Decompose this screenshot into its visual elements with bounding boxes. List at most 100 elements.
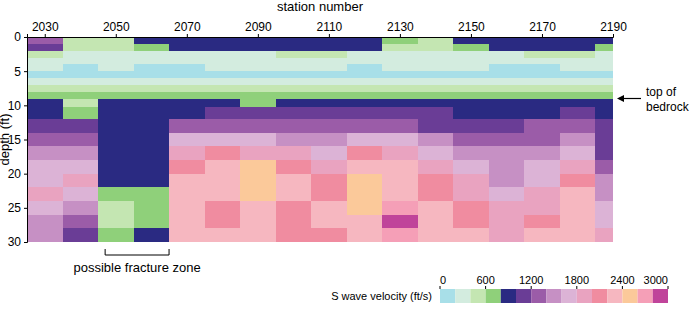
heatmap-cell xyxy=(382,201,418,215)
heatmap-cell xyxy=(595,119,613,133)
heatmap-cell xyxy=(489,37,525,44)
heatmap-cell xyxy=(134,78,170,85)
x-tick-mark xyxy=(471,34,472,37)
heatmap-cell xyxy=(205,228,241,242)
heatmap-cell xyxy=(134,228,170,242)
heatmap-cell xyxy=(524,44,560,51)
heatmap-cell xyxy=(382,44,418,51)
heatmap-cell xyxy=(382,85,418,92)
annotation-arrowhead xyxy=(617,95,624,102)
heatmap-cell xyxy=(205,187,241,201)
heatmap-cell xyxy=(382,64,418,71)
heatmap-cell xyxy=(524,107,560,119)
heatmap-cell xyxy=(98,228,134,242)
heatmap-cell xyxy=(63,228,99,242)
heatmap-cell xyxy=(418,58,454,65)
heatmap-cell xyxy=(418,51,454,58)
heatmap-cell xyxy=(134,58,170,65)
heatmap-cell xyxy=(418,107,454,119)
heatmap-cell xyxy=(524,160,560,174)
colorbar-tick xyxy=(576,286,577,289)
heatmap-cell xyxy=(63,174,99,188)
colorbar-box xyxy=(562,289,577,303)
colorbar-box xyxy=(455,289,470,303)
heatmap-cell xyxy=(276,58,312,65)
heatmap-cell xyxy=(524,51,560,58)
heatmap-cell xyxy=(98,215,134,229)
heatmap-cell xyxy=(311,160,347,174)
colorbar-tick-label: 600 xyxy=(476,274,494,286)
heatmap-cell xyxy=(63,64,99,71)
heatmap-cell xyxy=(382,51,418,58)
heatmap-cell xyxy=(205,107,241,119)
heatmap-cell xyxy=(595,187,613,201)
colorbar-box xyxy=(486,289,501,303)
heatmap-cell xyxy=(453,119,489,133)
heatmap-cell xyxy=(560,71,596,78)
colorbar-tick-label: 2400 xyxy=(610,274,634,286)
heatmap-cell xyxy=(27,64,63,71)
heatmap-cell xyxy=(560,133,596,147)
heatmap-cell xyxy=(169,201,205,215)
heatmap-cell xyxy=(169,187,205,201)
heatmap-cell xyxy=(63,160,99,174)
heatmap-cell xyxy=(98,37,134,44)
y-tick: 10 xyxy=(8,99,27,113)
colorbar-box xyxy=(638,289,653,303)
heatmap-cell xyxy=(276,51,312,58)
heatmap-cell xyxy=(489,160,525,174)
heatmap-cell xyxy=(595,174,613,188)
colorbar-box xyxy=(622,289,637,303)
heatmap-cell xyxy=(276,133,312,147)
heatmap-cell xyxy=(453,201,489,215)
colorbar-tick-label: 1200 xyxy=(519,274,543,286)
heatmap-cell xyxy=(347,85,383,92)
x-tick-label: 2070 xyxy=(174,20,201,34)
heatmap-cell xyxy=(98,187,134,201)
heatmap-cell xyxy=(169,215,205,229)
heatmap-cell xyxy=(63,58,99,65)
heatmap-cell xyxy=(27,44,63,51)
heatmap-cell xyxy=(134,174,170,188)
heatmap-cell xyxy=(134,107,170,119)
heatmap-cell xyxy=(489,107,525,119)
heatmap-cell xyxy=(98,85,134,92)
annotation-bracket xyxy=(105,249,169,255)
y-tick-label: 30 xyxy=(8,235,22,249)
heatmap-cell xyxy=(311,146,347,160)
x-tick: 2090 xyxy=(245,20,272,37)
heatmap-cell xyxy=(311,133,347,147)
x-tick-mark xyxy=(613,34,614,37)
heatmap-cell xyxy=(560,107,596,119)
x-tick: 2050 xyxy=(103,20,130,37)
heatmap-cell xyxy=(347,51,383,58)
heatmap-cell xyxy=(240,58,276,65)
heatmap-cell xyxy=(134,71,170,78)
heatmap-cell xyxy=(134,187,170,201)
x-tick: 2130 xyxy=(387,20,414,37)
heatmap-cell xyxy=(311,99,347,108)
heatmap-cell xyxy=(27,37,63,44)
heatmap-cell xyxy=(347,44,383,51)
heatmap-cell xyxy=(276,71,312,78)
heatmap-cell xyxy=(98,44,134,51)
heatmap-cell xyxy=(489,215,525,229)
heatmap-cell xyxy=(205,119,241,133)
heatmap-cell xyxy=(347,58,383,65)
heatmap-cell xyxy=(595,160,613,174)
heatmap-cell xyxy=(382,160,418,174)
heatmap-cell xyxy=(418,215,454,229)
heatmap-cell xyxy=(98,71,134,78)
heatmap-cell xyxy=(169,51,205,58)
y-tick-label: 10 xyxy=(8,99,22,113)
colorbar-box xyxy=(607,289,622,303)
y-tick: 30 xyxy=(8,235,27,249)
heatmap-cell xyxy=(311,78,347,85)
heatmap-cell xyxy=(453,174,489,188)
heatmap-cell xyxy=(595,64,613,71)
heatmap-cell xyxy=(524,99,560,108)
x-tick-mark xyxy=(187,34,188,37)
heatmap-cell xyxy=(276,92,312,99)
x-tick-label: 2050 xyxy=(103,20,130,34)
heatmap-cell xyxy=(311,71,347,78)
